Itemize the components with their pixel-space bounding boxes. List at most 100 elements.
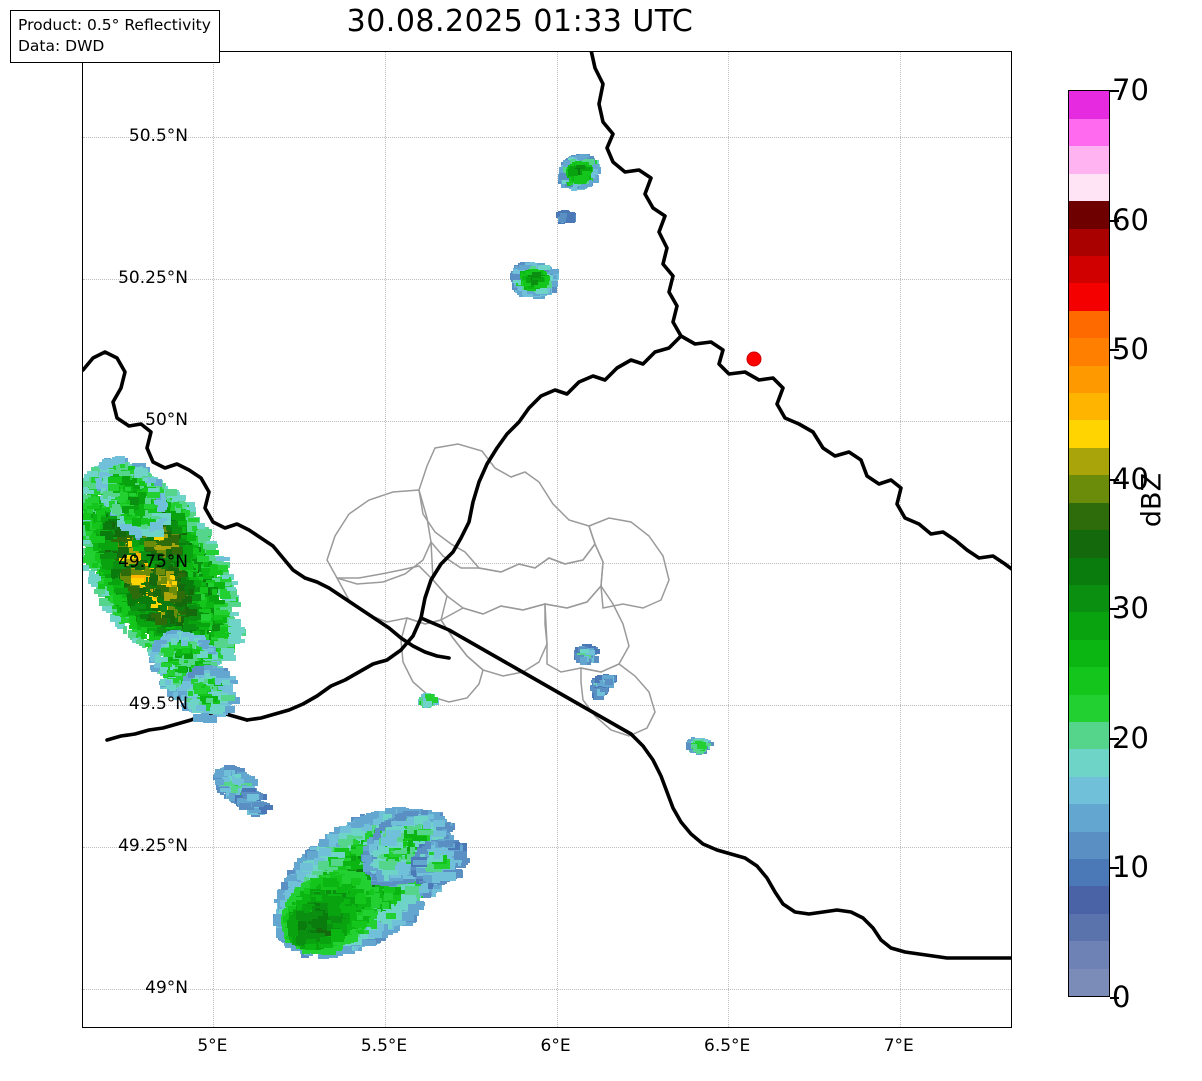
radar-echo-cell xyxy=(87,496,101,504)
radar-echo-cell xyxy=(140,627,147,632)
radar-echo-cell xyxy=(103,475,108,483)
gridline-horizontal xyxy=(83,847,1011,849)
gridline-vertical xyxy=(384,52,386,1027)
radar-echo-cell xyxy=(181,639,188,646)
radar-echo-cell xyxy=(150,604,159,608)
radar-echo-cell xyxy=(208,608,214,614)
radar-echo-cell xyxy=(219,579,232,586)
radar-echo-cell xyxy=(97,544,112,549)
radar-echo-cell xyxy=(216,589,230,597)
radar-echo-cell xyxy=(227,636,236,644)
radar-echo-cell xyxy=(83,525,85,532)
radar-echo-cell xyxy=(205,624,220,632)
radar-echo-cell xyxy=(191,526,198,531)
radar-echo-cell xyxy=(186,524,195,532)
radar-echo-cell xyxy=(109,469,119,475)
radar-echo-cell xyxy=(215,670,231,678)
radar-echo-cell xyxy=(83,477,91,486)
radar-map[interactable] xyxy=(82,51,1012,1028)
radar-echo-cell xyxy=(180,502,195,507)
radar-echo-cell xyxy=(85,560,98,567)
radar-echo-cell xyxy=(91,488,106,496)
radar-echo-cell xyxy=(174,602,188,606)
map-canvas xyxy=(83,52,1011,1027)
radar-echo-cell xyxy=(118,471,130,477)
radar-echo-cell xyxy=(83,565,89,572)
radar-echo-cell xyxy=(83,519,89,524)
radar-echo-cell xyxy=(160,577,167,584)
radar-echo-cell xyxy=(110,595,117,604)
radar-echo-cell xyxy=(182,682,190,690)
radar-echo-cell xyxy=(157,596,162,603)
radar-echo-cell xyxy=(85,547,99,555)
radar-echo-cell xyxy=(221,695,236,701)
radar-echo-cell xyxy=(131,518,142,527)
radar-echo-cell xyxy=(184,586,190,591)
radar-echo-cell xyxy=(187,671,196,679)
radar-echo-cell xyxy=(220,607,232,612)
radar-echo-cell xyxy=(181,647,191,653)
radar-echo-cell xyxy=(222,574,229,580)
radar-echo-cell xyxy=(169,498,180,506)
radar-echo-cell xyxy=(128,509,135,516)
radar-echo-cell xyxy=(184,531,192,536)
gridline-vertical xyxy=(556,52,558,1027)
radar-echo-cell xyxy=(204,560,212,567)
radar-echo-cell xyxy=(195,704,206,712)
radar-echo-cell xyxy=(232,620,239,625)
radar-echo-cell xyxy=(160,663,173,668)
gridline-horizontal xyxy=(83,137,1011,139)
gridline-horizontal xyxy=(83,989,1011,991)
radar-echo-cell xyxy=(111,572,119,578)
radar-echo-cell xyxy=(198,533,209,542)
radar-echo-cell xyxy=(189,699,199,705)
gridline-horizontal xyxy=(83,563,1011,565)
radar-echo-cell xyxy=(83,502,89,510)
radar-echo-cell xyxy=(228,611,239,616)
radar-echo-cell xyxy=(161,542,173,547)
radar-echo-cell xyxy=(214,602,223,610)
radar-echo-cell xyxy=(192,649,200,655)
radar-echo-cell xyxy=(169,616,175,624)
radar-echo-cell xyxy=(215,779,225,785)
radar-echo-cell xyxy=(91,574,98,583)
radar-echo-cell xyxy=(196,552,204,558)
radar-echo-cell xyxy=(187,691,194,697)
radar-echo-cell xyxy=(212,588,218,597)
radar-echo-cell xyxy=(83,522,90,530)
radar-echo-cell xyxy=(144,540,156,547)
radar-echo-cell xyxy=(83,489,95,495)
radar-echo-cell xyxy=(239,802,252,807)
radar-echo-cell xyxy=(122,476,131,484)
radar-echo-cell xyxy=(99,531,113,536)
radar-echo-cell xyxy=(91,582,104,587)
radar-echo-cell xyxy=(223,765,236,770)
radar-echo-cell xyxy=(128,598,135,604)
radar-echo-cell xyxy=(83,513,92,521)
radar-echo-cell xyxy=(129,617,134,623)
radar-echo-cell xyxy=(185,608,198,617)
radar-echo-cell xyxy=(139,597,152,604)
radar-echo-cell xyxy=(223,589,237,597)
radar-echo-cell xyxy=(85,499,93,506)
radar-echo-cell xyxy=(212,653,224,660)
radar-echo-cell xyxy=(83,535,87,540)
radar-echo-cell xyxy=(157,507,166,512)
radar-echo-cell xyxy=(130,578,145,584)
radar-echo-cell xyxy=(119,542,125,546)
radar-echo-cell xyxy=(91,522,100,530)
radar-echo-cell xyxy=(170,508,182,513)
radar-echo-cell xyxy=(178,538,186,543)
radar-echo-cell xyxy=(231,630,243,637)
national-borders xyxy=(83,52,1011,960)
radar-echo-cell xyxy=(213,600,226,605)
radar-echo-cell xyxy=(129,527,140,535)
radar-echo-cell xyxy=(86,527,93,535)
radar-echo-cell xyxy=(177,501,187,507)
radar-echo-cell xyxy=(94,501,100,510)
radar-echo-cell xyxy=(210,565,219,571)
radar-echo-cell xyxy=(83,493,87,500)
radar-echo-cell xyxy=(202,712,210,717)
radar-echo-cell xyxy=(190,617,196,622)
radar-echo-cell xyxy=(152,644,161,649)
